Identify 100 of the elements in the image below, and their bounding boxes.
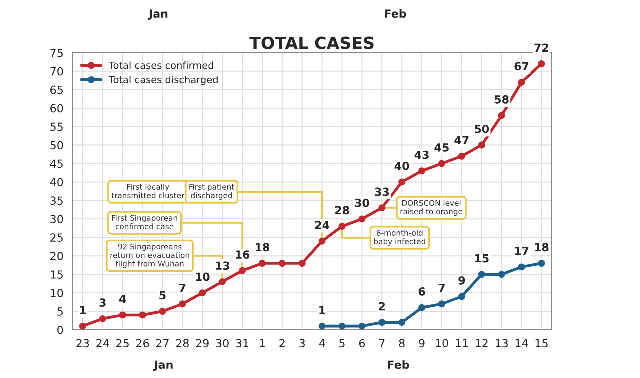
data-label: 10	[196, 272, 210, 282]
point	[458, 152, 466, 160]
point	[498, 112, 506, 120]
x-tick-label: 29	[196, 339, 209, 348]
data-label: 17	[515, 247, 529, 256]
y-tick-label: 10	[51, 289, 64, 298]
x-tick-label: 24	[96, 339, 110, 348]
point	[79, 322, 86, 330]
x-tick-label: 30	[216, 339, 229, 348]
y-tick-label: 40	[50, 178, 64, 187]
x-tick-label: 3	[300, 339, 305, 348]
point	[438, 160, 446, 168]
point	[338, 322, 346, 330]
point	[358, 322, 366, 330]
x-tick-label: 12	[476, 339, 488, 348]
x-tick-label: 9	[419, 339, 425, 348]
x-tick-label: 8	[399, 339, 405, 348]
point	[99, 315, 106, 322]
point	[239, 267, 246, 274]
point	[398, 319, 406, 326]
point	[418, 304, 426, 312]
data-label: 4	[119, 295, 126, 304]
legend-label: Total cases discharged	[108, 76, 218, 86]
x-tick-label: 7	[380, 339, 385, 348]
x-tick-label: 31	[236, 339, 249, 348]
y-tick-label: 5	[58, 308, 63, 316]
data-label: 13	[216, 262, 230, 270]
data-label: 15	[475, 254, 489, 263]
point	[119, 312, 126, 319]
x-tick-label: 1	[260, 339, 265, 348]
y-tick-label: 75	[50, 49, 63, 58]
x-tick-label: 14	[516, 339, 528, 348]
point	[318, 322, 326, 330]
data-label: 7	[438, 284, 445, 292]
y-tick-label: 20	[50, 252, 64, 260]
x-tick-label: 11	[456, 339, 468, 348]
data-label: 7	[180, 284, 186, 292]
point	[438, 300, 446, 308]
data-label: 50	[474, 125, 490, 134]
point	[398, 178, 406, 186]
data-label: 5	[160, 291, 166, 300]
x-tick-label: 13	[496, 339, 508, 348]
point	[358, 216, 366, 223]
y-tick-label: 70	[50, 67, 64, 76]
data-label: 67	[514, 62, 529, 71]
y-tick-label: 35	[50, 196, 63, 206]
y-tick-label: 60	[50, 104, 64, 113]
point	[538, 60, 546, 68]
point	[418, 168, 426, 175]
data-label: 18	[256, 243, 270, 252]
x-tick-label: 2	[280, 339, 285, 348]
x-tick-label: 27	[156, 339, 169, 348]
point	[518, 264, 526, 271]
data-label: 3	[100, 298, 106, 308]
chart-title: TOTAL CASES	[250, 36, 374, 50]
x-tick-label: 26	[136, 339, 150, 348]
text: Jan	[154, 360, 173, 372]
text: Jan	[148, 10, 168, 20]
x-tick-label: 15	[536, 339, 548, 348]
point	[258, 260, 266, 267]
x-tick-label: 25	[116, 339, 129, 348]
point	[538, 260, 546, 267]
x-tick-label: 6	[359, 339, 366, 348]
point	[298, 260, 306, 267]
data-label: 28	[335, 206, 350, 215]
point	[338, 223, 346, 230]
point	[179, 300, 186, 308]
y-tick-label: 45	[50, 160, 63, 168]
point	[498, 271, 506, 278]
data-label: 72	[534, 44, 548, 52]
y-tick-label: 0	[58, 326, 64, 334]
point	[378, 319, 386, 326]
point	[478, 142, 486, 149]
point	[278, 260, 286, 267]
y-tick-label: 55	[50, 122, 63, 132]
text: Feb	[385, 9, 406, 18]
x-tick-label: 28	[176, 339, 189, 348]
data-label: 16	[236, 250, 250, 260]
y-tick-label: 25	[50, 234, 63, 242]
data-label: 47	[454, 136, 469, 144]
legend-label: Total cases confirmed	[108, 62, 214, 70]
data-label: 2	[379, 302, 386, 311]
data-label: 40	[394, 162, 410, 170]
y-tick-label: 15	[51, 270, 63, 279]
point	[518, 79, 526, 86]
data-label: 1	[320, 306, 326, 314]
data-label: 24	[315, 221, 330, 230]
data-label: 9	[458, 276, 466, 285]
y-tick-label: 65	[50, 86, 63, 94]
x-tick-label: 4	[319, 339, 326, 348]
point	[458, 293, 466, 300]
point	[139, 312, 146, 319]
data-label: 33	[375, 188, 389, 196]
data-label: 18	[535, 243, 549, 252]
data-label: 45	[434, 144, 449, 152]
point	[219, 278, 226, 286]
data-label: 58	[494, 95, 509, 104]
data-label: 6	[418, 288, 426, 296]
text: Feb	[388, 360, 410, 370]
data-label: 1	[80, 306, 86, 314]
